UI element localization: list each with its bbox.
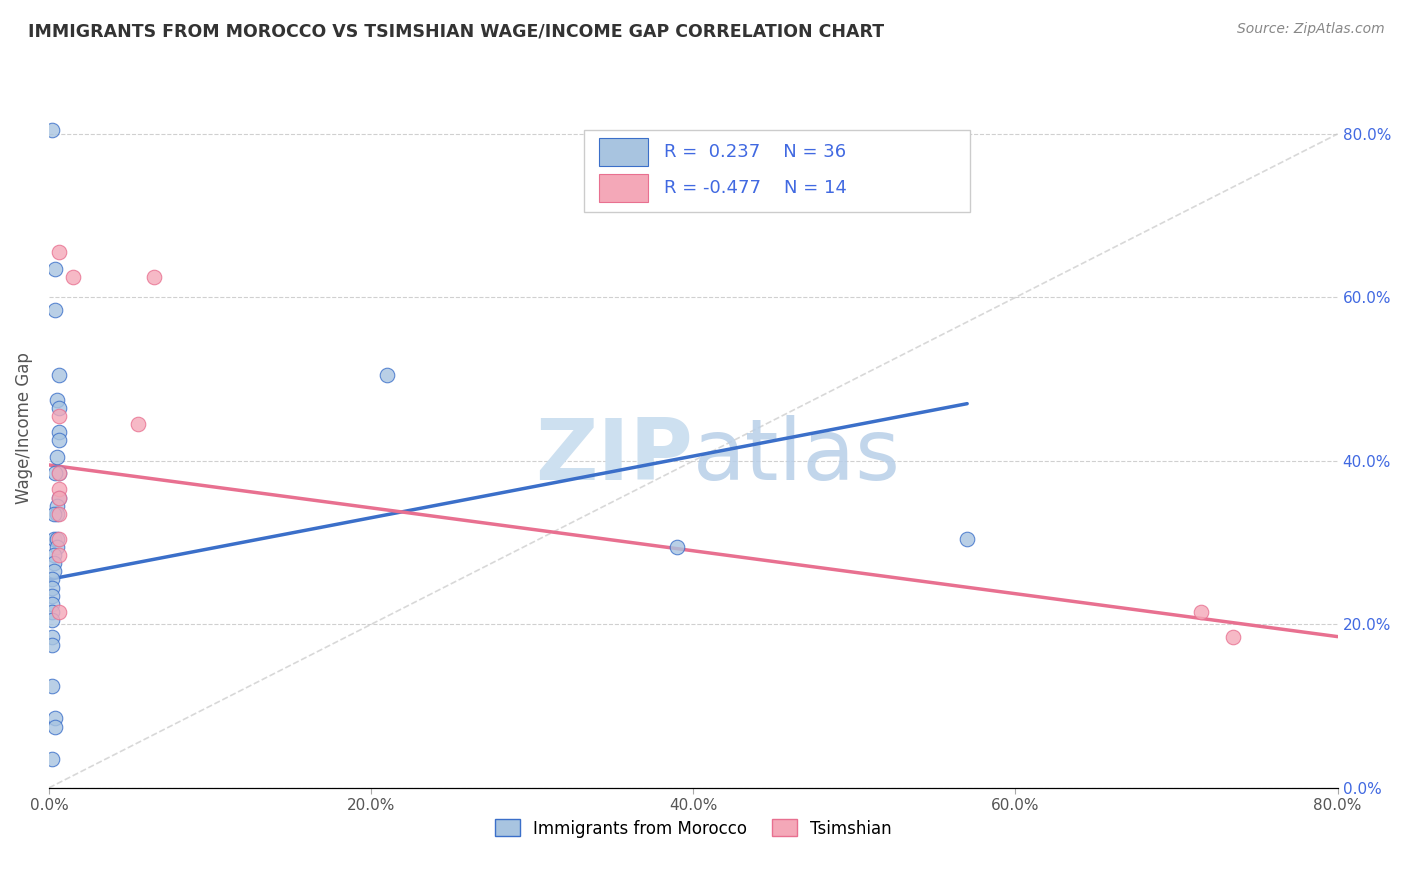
- Point: [48, 491, 70, 505]
- Point: [42, 532, 65, 546]
- Point: [42, 564, 65, 578]
- Text: ZIP: ZIP: [536, 416, 693, 499]
- FancyBboxPatch shape: [599, 138, 648, 166]
- Point: [375, 368, 398, 382]
- Point: [41, 123, 63, 137]
- Point: [48, 605, 70, 619]
- Point: [41, 589, 63, 603]
- Point: [41, 573, 63, 587]
- Text: R = -0.477    N = 14: R = -0.477 N = 14: [664, 179, 846, 197]
- Point: [48, 548, 70, 562]
- Legend: Immigrants from Morocco, Tsimshian: Immigrants from Morocco, Tsimshian: [488, 813, 898, 844]
- Point: [44, 719, 66, 733]
- Point: [48, 466, 70, 480]
- Point: [44, 261, 66, 276]
- Point: [41, 597, 63, 611]
- Text: IMMIGRANTS FROM MOROCCO VS TSIMSHIAN WAGE/INCOME GAP CORRELATION CHART: IMMIGRANTS FROM MOROCCO VS TSIMSHIAN WAG…: [28, 22, 884, 40]
- Point: [42, 548, 65, 562]
- Point: [44, 302, 66, 317]
- Point: [1222, 630, 1244, 644]
- Point: [666, 540, 689, 554]
- Point: [48, 532, 70, 546]
- Point: [48, 434, 70, 448]
- Point: [48, 483, 70, 497]
- Point: [48, 368, 70, 382]
- Text: Source: ZipAtlas.com: Source: ZipAtlas.com: [1237, 22, 1385, 37]
- FancyBboxPatch shape: [583, 129, 970, 212]
- Point: [42, 507, 65, 521]
- Point: [48, 425, 70, 440]
- Y-axis label: Wage/Income Gap: Wage/Income Gap: [15, 352, 32, 504]
- Point: [46, 532, 69, 546]
- Point: [42, 556, 65, 570]
- Point: [46, 540, 69, 554]
- Point: [46, 450, 69, 464]
- Point: [46, 499, 69, 513]
- Text: atlas: atlas: [693, 416, 901, 499]
- Point: [48, 507, 70, 521]
- Point: [41, 630, 63, 644]
- Point: [62, 269, 84, 284]
- Point: [41, 638, 63, 652]
- Point: [48, 491, 70, 505]
- Point: [48, 401, 70, 415]
- Point: [41, 752, 63, 766]
- Point: [48, 466, 70, 480]
- Point: [48, 409, 70, 423]
- Point: [44, 466, 66, 480]
- Point: [46, 392, 69, 407]
- Point: [44, 711, 66, 725]
- FancyBboxPatch shape: [599, 174, 648, 202]
- Point: [127, 417, 149, 431]
- Point: [41, 679, 63, 693]
- Point: [41, 605, 63, 619]
- Point: [41, 613, 63, 627]
- Point: [46, 507, 69, 521]
- Point: [142, 269, 165, 284]
- Point: [1189, 605, 1212, 619]
- Point: [41, 581, 63, 595]
- Point: [956, 532, 979, 546]
- Point: [48, 245, 70, 260]
- Text: R =  0.237    N = 36: R = 0.237 N = 36: [664, 143, 846, 161]
